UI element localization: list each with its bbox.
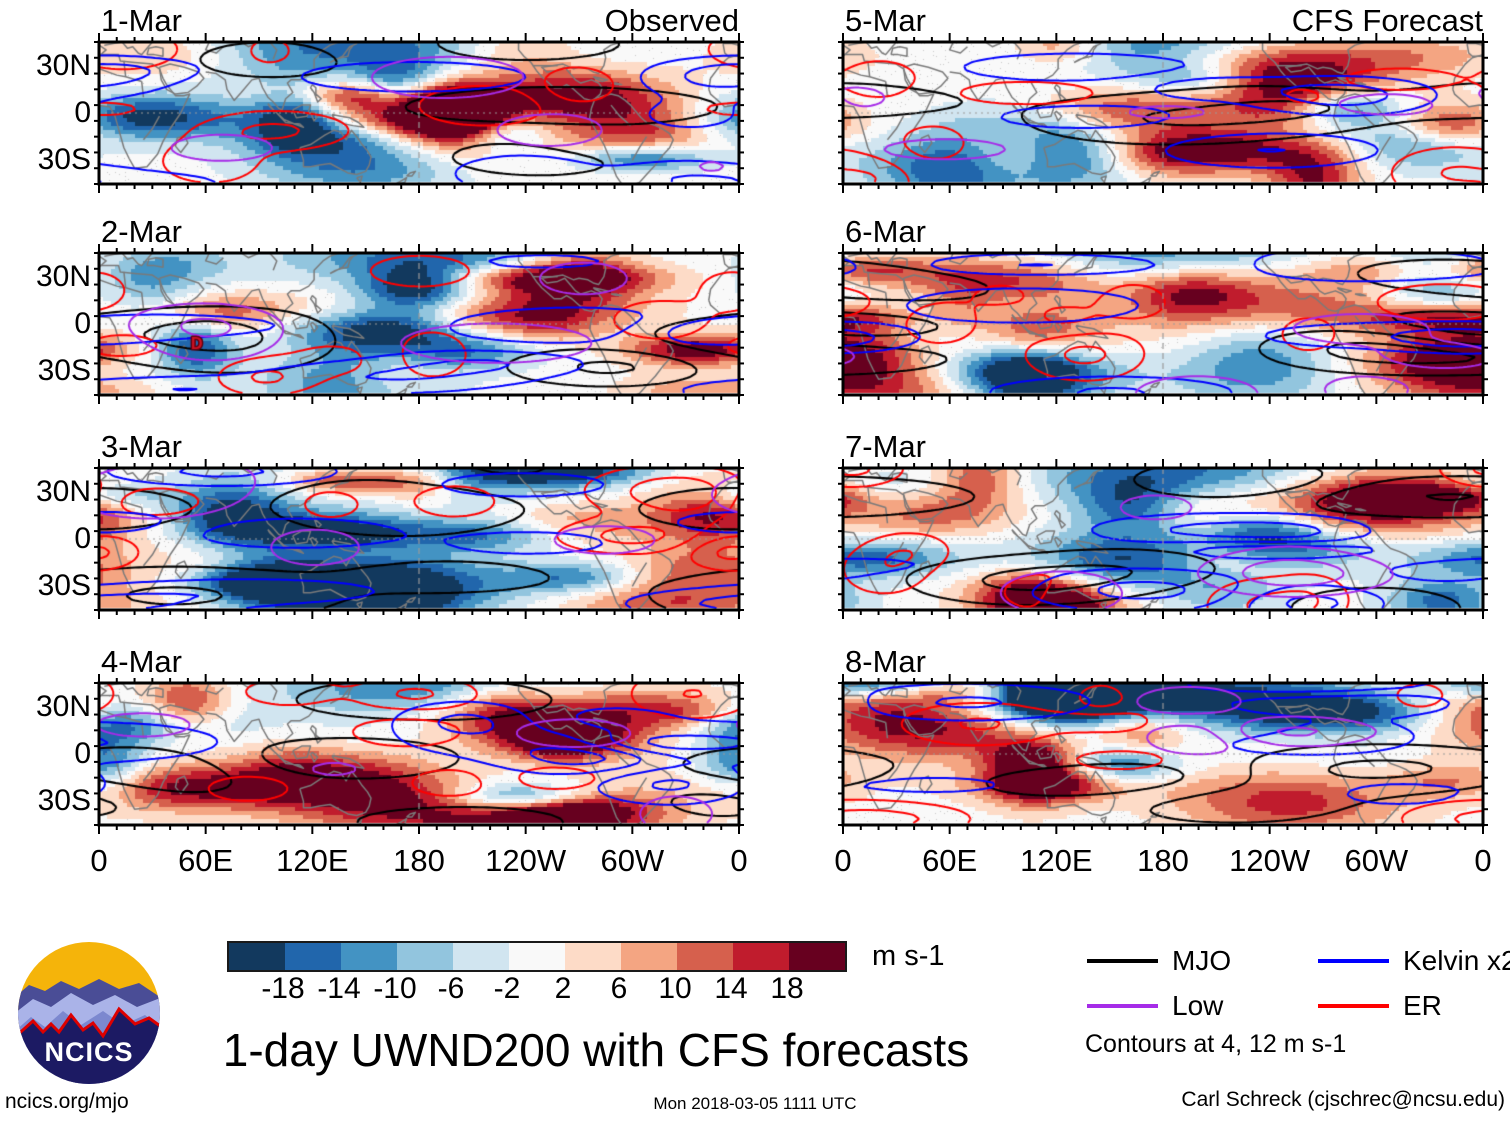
legend-line-er — [1318, 1004, 1389, 1008]
colorbar-tick-label: 2 — [554, 972, 572, 1005]
map-canvas — [99, 253, 739, 395]
y-tick-label: 30S — [37, 569, 91, 603]
colorbar-segment — [509, 943, 565, 970]
x-tick-label: 0 — [1474, 843, 1492, 878]
panel-date-label: 1-Mar — [101, 3, 182, 38]
colorbar-tick-label: -2 — [493, 972, 521, 1005]
x-tick-label: 120E — [276, 843, 349, 878]
y-tick-label: 30S — [37, 143, 91, 177]
colorbar-tick-label: -6 — [437, 972, 465, 1005]
legend-label-er: ER — [1403, 990, 1442, 1021]
x-tick-label: 120E — [1020, 843, 1093, 878]
colorbar-tick-label: 14 — [714, 972, 748, 1005]
map-panel-3-mar: 3-Mar 30N 0 30S — [36, 431, 744, 619]
y-tick-label: 0 — [74, 522, 91, 555]
y-tick-label: 30S — [37, 354, 91, 388]
colorbar-tick-label: -14 — [317, 972, 361, 1005]
panel-date-label: 4-Mar — [101, 644, 182, 679]
column-header: CFS Forecast — [1291, 3, 1483, 38]
ncics-logo: NCICS — [18, 942, 160, 1084]
x-tick-label: 180 — [393, 843, 445, 878]
colorbar-segment — [621, 943, 677, 970]
map-canvas — [99, 42, 739, 184]
colorbar-segment — [565, 943, 621, 970]
legend-label-mjo: MJO — [1172, 945, 1232, 976]
y-tick-label: 0 — [74, 96, 91, 129]
logo-base — [18, 1009, 160, 1084]
colorbar-segment — [397, 943, 453, 970]
colorbar-segment — [341, 943, 397, 970]
x-tick-label: 180 — [1137, 843, 1189, 878]
map-panel-2-mar: 2-Mar 30N 0 30S — [36, 216, 744, 404]
x-tick-label: 60W — [600, 843, 665, 878]
map-canvas — [843, 468, 1483, 610]
colorbar-segment — [789, 943, 845, 970]
x-tick-label: 0 — [90, 843, 108, 878]
y-tick-label: 30N — [35, 259, 91, 293]
y-tick-label: 30N — [35, 48, 91, 82]
y-tick-label: 30N — [35, 689, 91, 723]
panel-date-label: 8-Mar — [845, 644, 926, 679]
y-tick-label: 0 — [74, 307, 91, 340]
x-tick-label: 60W — [1344, 843, 1409, 878]
contour-note: Contours at 4, 12 m s-1 — [1085, 1030, 1347, 1058]
legend-label-low: Low — [1172, 990, 1224, 1021]
colorbar-tick-label: -10 — [373, 972, 417, 1005]
logo-ridge-line — [18, 1006, 160, 1039]
logo-text: NCICS — [44, 1037, 133, 1067]
colorbar-tick-label: 6 — [610, 972, 628, 1005]
footer-timestamp: Mon 2018-03-05 1111 UTC — [653, 1094, 857, 1113]
map-canvas — [843, 42, 1483, 184]
map-panel-5-mar: 5-Mar CFS Forecast — [838, 5, 1488, 193]
panel-date-label: 6-Mar — [845, 214, 926, 249]
map-panel-1-mar: 1-Mar Observed 30N 0 30S — [36, 5, 744, 193]
panel-date-label: 3-Mar — [101, 429, 182, 464]
x-tick-label: 60E — [178, 843, 234, 878]
column-header: Observed — [604, 3, 739, 38]
y-tick-label: 0 — [74, 737, 91, 770]
map-panel-8-mar: 8-Mar — [838, 646, 1488, 834]
map-canvas — [99, 683, 739, 825]
colorbar-tick-label: 18 — [770, 972, 804, 1005]
colorbar-segment — [285, 943, 341, 970]
x-tick-label: 120W — [1229, 843, 1311, 878]
colorbar-tick-label: -18 — [261, 972, 305, 1005]
map-canvas — [843, 253, 1483, 395]
colorbar-tick-label: 10 — [658, 972, 692, 1005]
x-tick-label: 120W — [485, 843, 567, 878]
y-tick-label: 30S — [37, 784, 91, 818]
colorbar-segment — [677, 943, 733, 970]
colorbar-segment — [229, 943, 285, 970]
figure-title: 1-day UWND200 with CFS forecasts — [222, 1024, 970, 1076]
y-tick-label: 30N — [35, 474, 91, 508]
footer-credit: Carl Schreck (cjschrec@ncsu.edu) — [1181, 1088, 1505, 1111]
colorbar — [227, 941, 847, 972]
legend-line-kelvin-x2 — [1318, 959, 1389, 963]
colorbar-units: m s-1 — [872, 940, 945, 972]
map-canvas — [843, 683, 1483, 825]
legend-label-kelvin-x2: Kelvin x2 — [1403, 945, 1510, 976]
map-panel-7-mar: 7-Mar — [838, 431, 1488, 619]
legend-line-mjo — [1087, 959, 1158, 963]
map-panel-4-mar: 4-Mar 30N 0 30S — [36, 646, 744, 834]
panel-date-label: 5-Mar — [845, 3, 926, 38]
map-canvas — [99, 468, 739, 610]
x-tick-label: 0 — [834, 843, 852, 878]
map-panel-6-mar: 6-Mar — [838, 216, 1488, 404]
colorbar-segment — [733, 943, 789, 970]
footer-url: ncics.org/mjo — [5, 1090, 129, 1113]
x-tick-label: 60E — [922, 843, 978, 878]
panel-date-label: 2-Mar — [101, 214, 182, 249]
panel-date-label: 7-Mar — [845, 429, 926, 464]
colorbar-segment — [453, 943, 509, 970]
x-tick-label: 0 — [730, 843, 748, 878]
legend-line-low — [1087, 1004, 1158, 1008]
